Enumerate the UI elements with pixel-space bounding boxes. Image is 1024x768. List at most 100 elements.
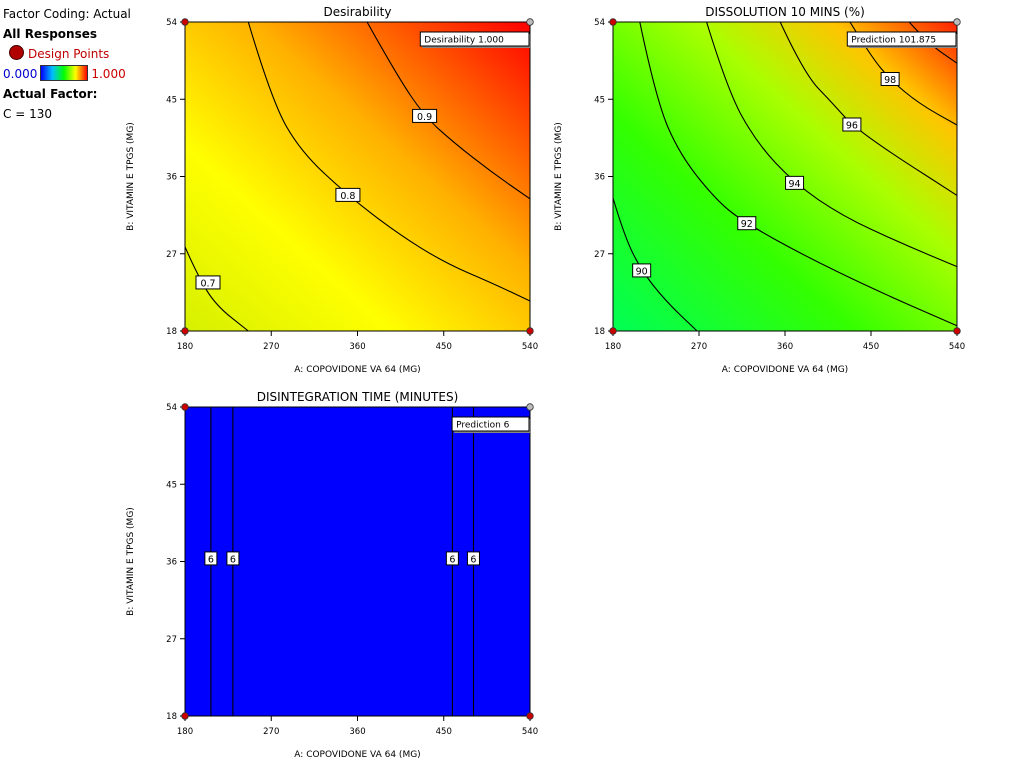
design-points-legend: Design Points <box>3 44 143 64</box>
contour-label-box <box>632 263 652 278</box>
factor-coding-label: Factor Coding: Actual <box>3 7 131 21</box>
x-axis-label: A: COPOVIDONE VA 64 (MG) <box>294 365 420 375</box>
contour-label-box <box>737 216 757 231</box>
contour-label: 0.8 <box>340 191 355 202</box>
contour-line <box>639 21 958 327</box>
responses-title: All Responses <box>3 27 98 41</box>
x-tick-label: 270 <box>691 342 707 352</box>
y-tick-label: 54 <box>166 18 177 28</box>
y-axis-label: B: VITAMIN E TPGS (MG) <box>554 122 564 231</box>
contour-label: 6 <box>449 554 455 565</box>
design-point <box>181 403 189 411</box>
x-tick-label: 540 <box>522 727 538 737</box>
y-axis-label: B: VITAMIN E TPGS (MG) <box>126 507 136 616</box>
legend-panel: Factor Coding: Actual All Responses Desi… <box>3 4 143 124</box>
y-tick-label: 36 <box>166 558 177 568</box>
y-axis-label: B: VITAMIN E TPGS (MG) <box>126 122 136 231</box>
y-tick-label: 45 <box>166 95 177 105</box>
contour-label: 94 <box>789 179 801 190</box>
y-tick-label: 54 <box>166 403 177 413</box>
annotation-box <box>419 31 530 47</box>
contour-label: 96 <box>846 121 858 132</box>
x-axis-label: A: COPOVIDONE VA 64 (MG) <box>722 365 848 375</box>
x-tick-label: 270 <box>263 727 279 737</box>
annotation-text: Desirability 1.000 <box>424 36 504 46</box>
plot-area <box>185 22 530 331</box>
contour-label: 6 <box>470 554 476 565</box>
y-tick-label: 36 <box>166 173 177 183</box>
contour-label-box <box>842 117 862 132</box>
x-tick-label: 180 <box>177 727 193 737</box>
y-tick-label: 18 <box>166 327 177 337</box>
design-point <box>526 18 534 26</box>
actual-factor-value: C = 130 <box>3 107 52 121</box>
design-point <box>526 327 534 335</box>
design-point <box>609 18 617 26</box>
color-gradient-bar <box>40 65 89 81</box>
design-point <box>609 327 617 335</box>
x-tick-label: 450 <box>863 342 879 352</box>
contour-label: 90 <box>636 266 648 277</box>
x-tick-label: 180 <box>177 342 193 352</box>
chart-title: DISSOLUTION 10 MINS (%) <box>705 5 865 19</box>
contour-label-box <box>785 175 805 190</box>
contour-label: 6 <box>208 554 214 565</box>
contour-label-box <box>226 551 240 566</box>
contour-label: 0.9 <box>417 112 432 123</box>
actual-factor-title: Actual Factor: <box>3 87 98 101</box>
y-tick-label: 27 <box>166 635 177 645</box>
annotation-text: Prediction 101.875 <box>851 36 936 46</box>
design-point <box>526 712 534 720</box>
color-scale-low: 0.000 <box>3 67 38 81</box>
contour-line <box>366 21 531 200</box>
y-tick-label: 45 <box>166 480 177 490</box>
design-point <box>526 403 534 411</box>
contour-label: 6 <box>230 554 236 565</box>
y-tick-label: 45 <box>594 95 605 105</box>
x-tick-label: 270 <box>263 342 279 352</box>
x-tick-label: 360 <box>349 727 365 737</box>
contour-label: 92 <box>741 219 753 230</box>
contour-line <box>184 246 249 332</box>
annotation-box <box>846 31 957 47</box>
y-tick-label: 27 <box>594 250 605 260</box>
contour-label-box <box>204 551 218 566</box>
y-tick-label: 27 <box>166 250 177 260</box>
contour-label-box <box>445 551 459 566</box>
chart-panel-3: 6 6 6 6 DISINTEGRATION TIME (MINUTES) 180 270 3… <box>126 390 538 760</box>
contour-label-box <box>195 275 221 290</box>
annotation-box <box>451 416 530 432</box>
contour-label-box <box>335 187 361 202</box>
x-tick-label: 450 <box>436 727 452 737</box>
x-tick-label: 540 <box>522 342 538 352</box>
contour-label: 0.7 <box>200 278 215 289</box>
design-point <box>953 327 961 335</box>
y-tick-label: 36 <box>594 173 605 183</box>
contour-label-box <box>466 551 480 566</box>
chart-panel-2: 90 92 94 96 98 DISSOLUTION 10 MINS (%) 180 270 3… <box>554 5 965 375</box>
x-tick-label: 360 <box>349 342 365 352</box>
design-point <box>181 712 189 720</box>
chart-title: Desirability <box>324 5 392 19</box>
design-points-label: Design Points <box>28 47 110 61</box>
x-tick-label: 540 <box>949 342 965 352</box>
contour-line <box>247 21 531 302</box>
plot-area <box>613 22 957 331</box>
x-tick-label: 180 <box>605 342 621 352</box>
y-tick-label: 54 <box>594 18 605 28</box>
y-tick-label: 18 <box>594 327 605 337</box>
design-point <box>181 18 189 26</box>
contour-line <box>779 21 958 196</box>
color-scale-high: 1.000 <box>91 67 126 81</box>
contour-label: 98 <box>884 75 896 86</box>
design-point <box>953 18 961 26</box>
x-axis-label: A: COPOVIDONE VA 64 (MG) <box>294 750 420 760</box>
chart-panel-1: 0.7 0.8 0.9 Desirability 180 270 360 450 540 18 27… <box>126 5 538 375</box>
contour-label-box <box>880 72 900 87</box>
x-tick-label: 450 <box>436 342 452 352</box>
annotation-text: Prediction 6 <box>456 421 510 431</box>
contour-label-box <box>412 108 438 123</box>
y-tick-label: 18 <box>166 712 177 722</box>
design-point <box>181 327 189 335</box>
